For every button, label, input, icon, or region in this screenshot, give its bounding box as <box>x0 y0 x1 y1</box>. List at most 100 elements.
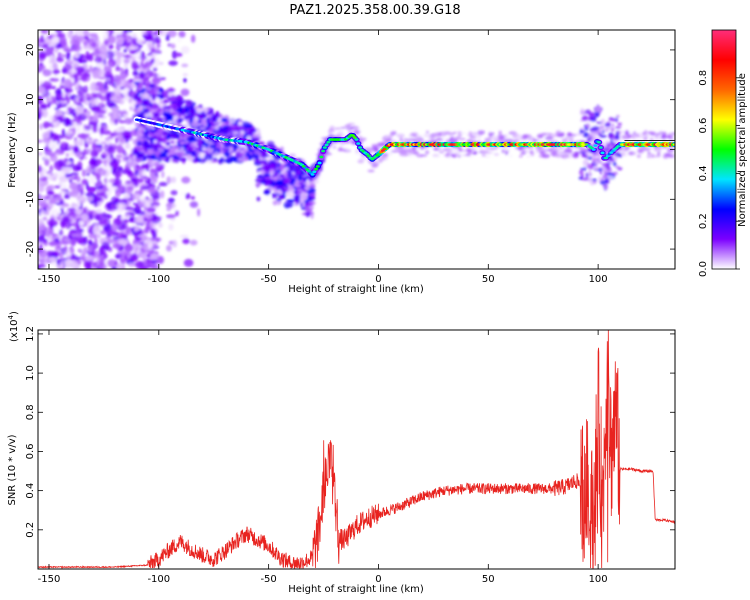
spectrogram-cell <box>472 131 477 137</box>
spectrogram-cell <box>381 136 387 142</box>
spectrogram-xtick-label: -100 <box>147 274 170 285</box>
spectrogram-cell <box>130 253 138 262</box>
spectrogram-cell <box>48 55 55 61</box>
spectrogram-cell <box>114 260 118 267</box>
spectrogram-cell <box>189 142 197 148</box>
spectrogram-cell <box>468 131 472 136</box>
spectrogram-cell <box>106 258 117 268</box>
spectrogram-cell <box>68 178 73 184</box>
spectrogram-cell <box>151 93 156 101</box>
spectrogram-cell <box>48 256 57 262</box>
spectrogram-cell <box>271 186 280 189</box>
spectrogram-cell <box>137 82 143 89</box>
spectrogram-cell <box>609 133 616 139</box>
spectrogram-cell <box>442 136 450 139</box>
spectrogram-cell <box>38 112 42 120</box>
spectrogram-cell <box>97 69 106 76</box>
spectrogram-cell <box>365 146 371 151</box>
spectrogram-cell <box>132 243 142 247</box>
spectrogram-cell <box>201 147 207 151</box>
spectrogram-cell <box>170 190 178 196</box>
spectrogram-cell <box>136 152 144 160</box>
spectrogram-cell <box>139 195 146 203</box>
spectrogram-cell <box>55 120 61 127</box>
spectrogram-cell <box>667 135 674 140</box>
spectrogram-cell <box>638 148 646 152</box>
spectrogram-cell <box>494 138 501 143</box>
spectrogram-cell <box>112 235 119 241</box>
spectrogram-cell <box>116 37 124 46</box>
spectrogram-cell <box>78 220 85 227</box>
spectrogram-cell <box>358 137 367 141</box>
spectrogram-cell <box>114 198 121 204</box>
spectrogram-ridge-cell <box>356 142 361 145</box>
spectrogram-cell <box>72 112 77 118</box>
spectrogram-cell <box>55 30 63 34</box>
spectrogram-cell <box>219 157 225 163</box>
spectrogram-ridge-cell <box>352 136 357 139</box>
spectrogram-ridge-cell <box>326 140 331 144</box>
spectrogram-cell <box>141 229 147 234</box>
spectrogram-cell <box>67 106 73 112</box>
spectrogram-cell <box>111 266 118 269</box>
spectrogram-cell <box>96 233 101 239</box>
spectrogram-cell <box>49 164 54 172</box>
spectrogram-cell <box>122 130 126 137</box>
spectrogram-cell <box>63 48 73 53</box>
spectrogram-cell <box>101 241 110 251</box>
spectrogram-ridge <box>133 116 675 178</box>
snr-ylabel: SNR (10 * v/v) <box>7 434 18 505</box>
spectrogram-cell <box>178 30 186 38</box>
spectrogram-cell <box>107 94 113 99</box>
spectrogram-cell <box>75 105 84 114</box>
spectrogram-cell <box>47 236 53 240</box>
spectrogram-cell <box>123 71 128 79</box>
spectrogram-cell <box>87 245 93 254</box>
spectrogram-cell <box>555 150 563 154</box>
spectrogram-cell <box>46 173 55 181</box>
spectrogram-cell <box>155 97 160 104</box>
spectrogram-cell <box>504 150 509 156</box>
spectrogram-cell <box>38 183 45 193</box>
spectrogram-cell <box>47 250 57 258</box>
spectrogram-cell <box>105 50 115 60</box>
spectrogram-cell <box>223 130 230 134</box>
spectrogram-cell <box>66 31 73 39</box>
spectrogram-cell <box>124 207 135 211</box>
spectrogram-cell <box>70 39 80 47</box>
spectrogram-cell <box>152 76 162 84</box>
spectrogram-cell <box>247 129 254 135</box>
spectrogram-cell <box>71 233 80 237</box>
spectrogram-cell <box>354 153 364 156</box>
spectrogram-cell <box>590 116 597 123</box>
spectrogram-cell <box>607 175 614 180</box>
spectrogram-cell <box>286 198 296 202</box>
spectrogram-cell <box>189 201 199 208</box>
spectrogram-cell <box>579 129 586 134</box>
spectrogram-cell <box>39 104 48 109</box>
spectrogram-cell <box>85 255 95 261</box>
spectrogram-cell <box>51 104 56 108</box>
spectrogram-cell <box>97 76 108 80</box>
spectrogram-cell <box>396 133 405 138</box>
spectrogram-cell <box>425 130 430 134</box>
spectrogram-cell <box>189 239 198 246</box>
spectrogram-cell <box>129 45 139 50</box>
spectrogram-cell <box>68 208 76 216</box>
spectrogram-cell <box>92 225 101 234</box>
spectrogram-cell <box>156 42 161 49</box>
spectrogram-cell <box>104 137 110 141</box>
spectrogram-cell <box>72 145 80 154</box>
spectrogram-cell <box>78 84 82 90</box>
spectrogram-cell <box>73 208 84 214</box>
spectrogram-cell <box>65 220 72 230</box>
spectrogram-cell <box>139 187 143 197</box>
spectrogram-cell <box>51 85 56 90</box>
spectrogram-cell <box>538 154 547 158</box>
spectrogram-cell <box>309 184 316 189</box>
spectrogram-cell <box>122 264 126 269</box>
spectrogram-cell <box>118 141 125 146</box>
spectrogram-cell <box>107 35 116 44</box>
spectrogram-ridge-cell <box>598 146 603 149</box>
